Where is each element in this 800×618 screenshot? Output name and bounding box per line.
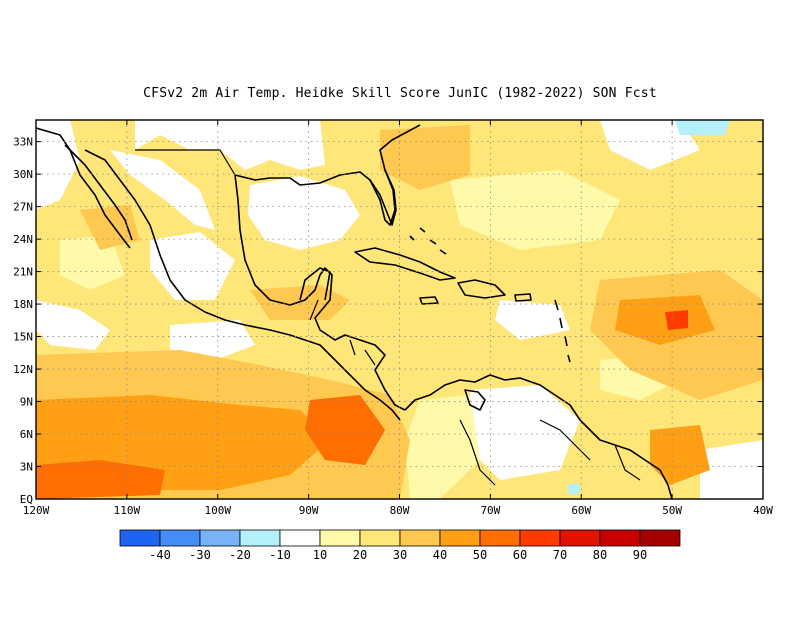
colorbar-label: 90 [633, 548, 647, 562]
colorbar-label: -10 [269, 548, 291, 562]
coast-jamaica [419, 296, 439, 305]
colorbar-swatch [319, 529, 361, 547]
lat-tick-label: 18N [13, 298, 33, 311]
land-mask-mex-interior [110, 150, 215, 230]
coast-lesser-antilles [554, 299, 571, 363]
lat-tick-label: 15N [13, 331, 33, 344]
colorbar-swatch [119, 529, 161, 547]
colorbar-swatch [399, 529, 441, 547]
colorbar-swatch [279, 529, 321, 547]
lon-tick-label: 50W [662, 504, 682, 517]
lat-axis: EQ 3N 6N 9N 12N 15N 18N 21N 24N 27N 30N 33N [13, 136, 763, 506]
field-light-sa [405, 395, 480, 499]
lat-tick-label: 33N [13, 136, 33, 149]
field-deep-pac [305, 395, 385, 465]
lat-tick-label: 12N [13, 363, 33, 376]
lon-tick-label: 80W [390, 504, 410, 517]
field-white-e-pac [36, 300, 110, 350]
lon-tick-label: 60W [571, 504, 591, 517]
field-white-caribbean [495, 300, 570, 340]
lat-tick-label: 30N [13, 168, 33, 181]
coast-sa [404, 374, 673, 499]
colorbar-swatch [239, 529, 281, 547]
border-sa [459, 419, 641, 486]
field-white-sa [470, 385, 580, 480]
colorbar-label: 50 [473, 548, 487, 562]
lat-tick-label: 3N [20, 461, 33, 474]
colorbar-label: 80 [593, 548, 607, 562]
lat-tick-label: EQ [20, 493, 33, 506]
field-mid-us [380, 125, 470, 190]
coast-gulf [234, 174, 406, 411]
lat-tick-label: 24N [13, 233, 33, 246]
colorbar-swatch [199, 529, 241, 547]
lat-tick-label: 9N [20, 396, 33, 409]
coast-gulf-north [234, 124, 421, 226]
colorbar-label: -40 [149, 548, 171, 562]
colorbar-label: -20 [229, 548, 251, 562]
field-white-central-pac [170, 320, 255, 360]
colorbar-label: 10 [313, 548, 327, 562]
colorbar-swatch [599, 529, 641, 547]
lat-tick-label: 21N [13, 266, 33, 279]
lon-tick-label: 70W [480, 504, 500, 517]
coast-florida [369, 169, 397, 226]
field-light-pac-n [60, 235, 125, 290]
colorbar-label: -30 [189, 548, 211, 562]
field-cyan-ne [675, 120, 730, 135]
field-cyan-sa [568, 484, 580, 494]
colorbar-swatch [559, 529, 601, 547]
field-white-atl-se [700, 440, 763, 499]
field-orange-atl-sw [650, 425, 710, 485]
border-ca [309, 299, 376, 366]
field-white-atl-ne [600, 120, 700, 170]
colorbar-label: 30 [393, 548, 407, 562]
lon-tick-label: 100W [205, 504, 232, 517]
colorbar-label: 70 [553, 548, 567, 562]
chart-title: CFSv2 2m Air Temp. Heidke Skill Score Ju… [143, 86, 657, 101]
coast-sa-lake [464, 389, 486, 411]
lon-tick-label: 110W [114, 504, 141, 517]
coast-hispaniola [457, 279, 506, 299]
colorbar-label: 40 [433, 548, 447, 562]
field-deep-atl [665, 310, 688, 330]
colorbar-swatch [639, 529, 681, 547]
lat-tick-label: 6N [20, 428, 33, 441]
field-white-pacific-n [36, 120, 80, 210]
colorbar: -40 -30 -20 -10 10 20 30 40 50 60 70 80 90 [119, 529, 681, 562]
field-white-gulf [248, 176, 360, 250]
lon-tick-label: 40W [753, 504, 773, 517]
land-mask-us [135, 120, 325, 170]
border-us-mexico [135, 149, 236, 176]
coast-na-pacific [36, 127, 401, 421]
grid-lines [36, 120, 763, 499]
colorbar-swatch [359, 529, 401, 547]
lat-tick-label: 27N [13, 201, 33, 214]
field-light-atl [450, 170, 620, 250]
colorbar-label: 60 [513, 548, 527, 562]
colorbar-swatch [479, 529, 521, 547]
lon-axis: 120W 110W 100W 90W 80W 70W 60W 50W 40W [23, 120, 773, 517]
coast-puerto-rico [514, 293, 532, 302]
colorbar-swatch [519, 529, 561, 547]
coast-bahamas [409, 227, 447, 255]
skill-score-field [36, 120, 763, 499]
colorbar-swatch [159, 529, 201, 547]
colorbar-label: 20 [353, 548, 367, 562]
coastlines [36, 124, 673, 499]
field-orange-atl-spot [615, 295, 715, 345]
field-deep-pac-sw [36, 460, 165, 499]
colorbar-swatch [439, 529, 481, 547]
lon-tick-label: 120W [23, 504, 50, 517]
coast-yucatan [299, 267, 331, 301]
lon-tick-label: 90W [299, 504, 319, 517]
coast-cuba [354, 247, 456, 281]
